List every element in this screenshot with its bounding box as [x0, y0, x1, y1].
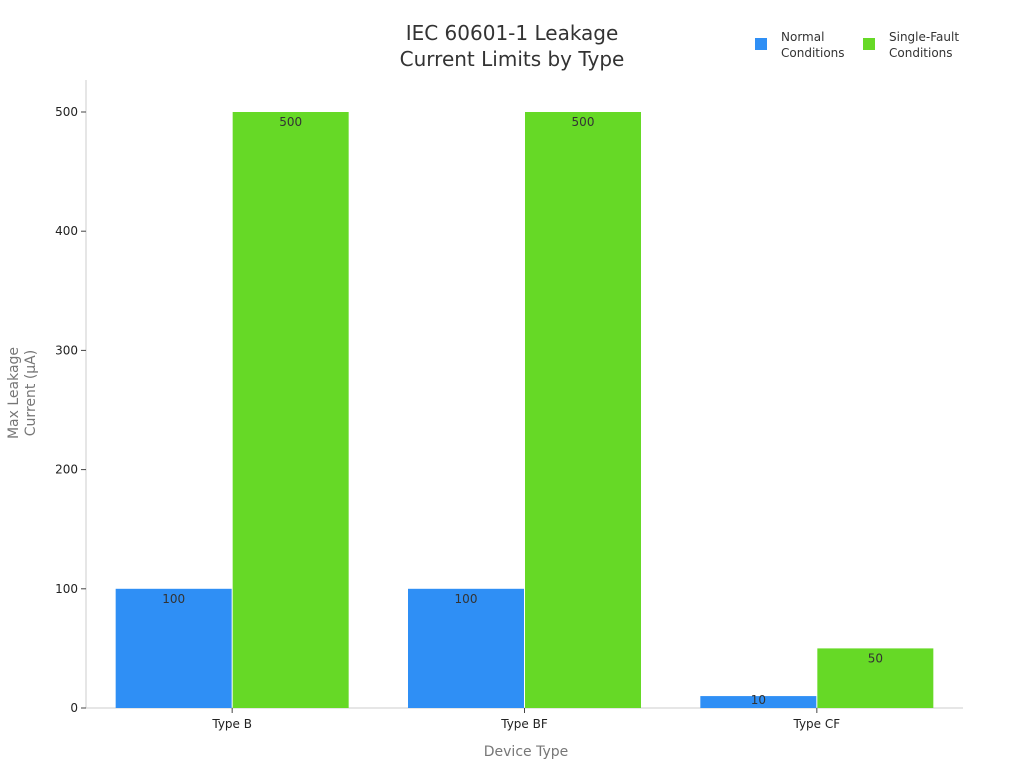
bar	[700, 696, 817, 708]
bars	[115, 112, 934, 708]
x-tick-label: Type CF	[792, 717, 840, 731]
legend: Normal Conditions Single-Fault Condition…	[755, 30, 959, 60]
y-tick-label: 200	[55, 463, 78, 477]
bar-value-label: 500	[279, 115, 302, 129]
bar-value-label: 100	[455, 592, 478, 606]
bar-value-label: 500	[572, 115, 595, 129]
y-tick-label: 300	[55, 343, 78, 357]
legend-label-single-fault-line-1: Single-Fault	[889, 30, 959, 44]
y-axis-label: Max Leakage Current (µA)	[6, 347, 39, 439]
bar	[817, 648, 934, 708]
bar	[232, 112, 349, 708]
x-axis-label: Device Type	[484, 744, 569, 760]
y-axis-label-line-2: Current (µA)	[23, 350, 39, 436]
bar-value-label: 50	[868, 651, 883, 665]
legend-label-single-fault-line-2: Conditions	[889, 46, 953, 60]
data-labels: 100 500 100 500 10 50	[162, 115, 883, 707]
legend-swatch-single-fault	[863, 38, 875, 50]
bar-value-label: 100	[162, 592, 185, 606]
chart-title: IEC 60601-1 Leakage Current Limits by Ty…	[400, 21, 625, 71]
y-tick-label: 0	[70, 701, 78, 715]
legend-label-normal-line-1: Normal	[781, 30, 824, 44]
x-tick-label: Type B	[211, 717, 252, 731]
chart-title-line-1: IEC 60601-1 Leakage	[406, 21, 619, 45]
bar-value-label: 10	[751, 693, 766, 707]
bar	[115, 588, 232, 708]
chart-title-line-2: Current Limits by Type	[400, 47, 625, 71]
legend-swatch-normal	[755, 38, 767, 50]
y-tick-label: 400	[55, 224, 78, 238]
y-tick-label: 500	[55, 105, 78, 119]
x-tick-label: Type BF	[500, 717, 548, 731]
y-tick-label: 100	[55, 582, 78, 596]
axes: 0 100 200 300 400 500 Type B Type BF Type CF	[55, 80, 963, 731]
bar	[408, 588, 524, 708]
y-axis-label-line-1: Max Leakage	[6, 347, 22, 439]
legend-label-normal-line-2: Conditions	[781, 46, 845, 60]
bar	[525, 112, 641, 708]
